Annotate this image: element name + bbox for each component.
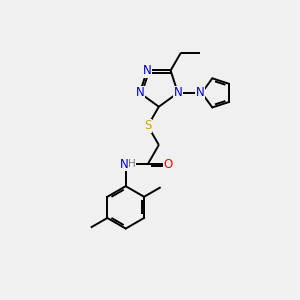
Text: N: N bbox=[143, 64, 152, 77]
Text: N: N bbox=[120, 158, 129, 171]
Text: H: H bbox=[128, 158, 136, 169]
Text: N: N bbox=[135, 86, 144, 99]
Text: O: O bbox=[164, 158, 173, 171]
Text: S: S bbox=[144, 119, 152, 132]
Text: N: N bbox=[196, 86, 204, 99]
Text: N: N bbox=[173, 86, 182, 99]
